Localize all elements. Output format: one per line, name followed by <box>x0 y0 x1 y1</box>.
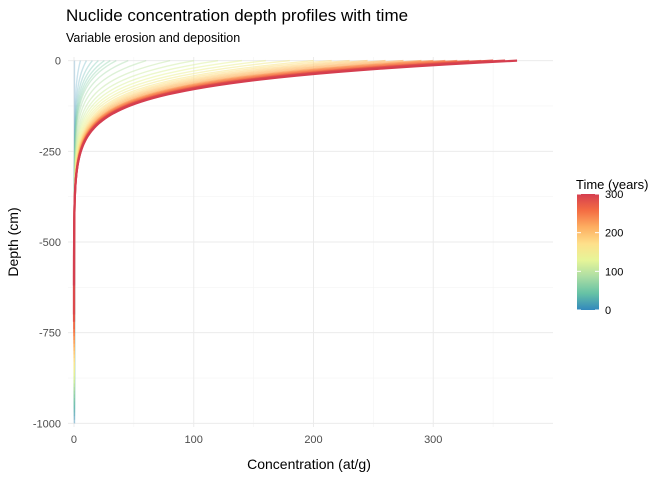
x-tick-label: 300 <box>424 434 442 446</box>
legend-colorbar <box>577 194 599 310</box>
x-axis-ticks: 0 100 200 300 <box>71 434 443 446</box>
chart-subtitle: Variable erosion and deposition <box>66 31 240 45</box>
x-tick-label: 0 <box>71 434 77 446</box>
legend-label: 0 <box>605 305 611 317</box>
y-tick-label: 0 <box>55 56 61 68</box>
y-axis-title: Depth (cm) <box>5 207 21 276</box>
series-line <box>73 59 243 380</box>
legend-ticks: 0 100 200 300 <box>577 189 623 317</box>
x-tick-label: 100 <box>185 434 203 446</box>
y-tick-label: -750 <box>39 328 61 340</box>
series-lines <box>72 59 518 424</box>
legend-label: 100 <box>605 266 623 278</box>
y-tick-label: -500 <box>39 237 61 249</box>
y-axis-ticks: 0 -250 -500 -750 -1000 <box>33 56 61 431</box>
chart-title: Nuclide concentration depth profiles wit… <box>66 6 408 25</box>
series-line <box>72 59 518 286</box>
legend-label: 300 <box>605 189 623 201</box>
y-tick-label: -250 <box>39 146 61 158</box>
legend-label: 200 <box>605 228 623 240</box>
x-axis-title: Concentration (at/g) <box>247 456 371 472</box>
legend-title: Time (years) <box>576 177 648 192</box>
x-tick-label: 200 <box>304 434 322 446</box>
grid <box>68 57 553 427</box>
legend: Time (years) 0 100 200 300 <box>576 177 648 317</box>
y-tick-label: -1000 <box>33 418 61 430</box>
